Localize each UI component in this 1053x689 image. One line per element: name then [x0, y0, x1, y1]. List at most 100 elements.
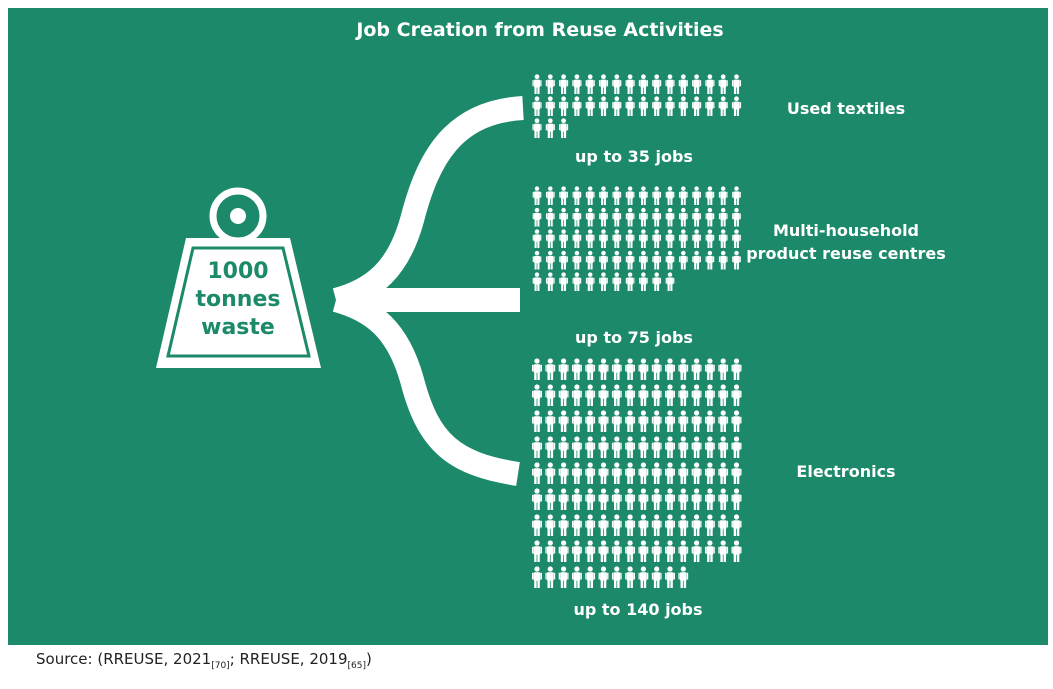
person-icon	[732, 229, 741, 248]
person-icon	[612, 207, 622, 227]
person-icon	[585, 186, 595, 205]
person-icon	[545, 118, 555, 138]
person-icon	[598, 436, 609, 458]
source-suffix: )	[366, 650, 372, 668]
person-icon	[665, 384, 675, 406]
person-icon	[532, 436, 542, 458]
person-icon	[545, 250, 555, 270]
person-icon	[652, 96, 662, 116]
person-icon	[718, 96, 728, 116]
person-icon	[532, 566, 542, 588]
person-icon	[705, 74, 715, 94]
person-icon	[585, 74, 595, 94]
person-icon	[585, 566, 596, 588]
person-icon	[625, 540, 636, 562]
person-icon	[545, 229, 555, 248]
person-icon	[638, 436, 649, 458]
person-icon	[665, 462, 675, 484]
person-icon	[625, 207, 635, 227]
source-middle: ; RREUSE, 2019	[229, 650, 348, 668]
person-icon	[532, 186, 542, 205]
person-icon	[611, 358, 622, 380]
person-icon	[598, 566, 609, 588]
person-icon	[585, 207, 595, 227]
person-icon	[625, 74, 635, 94]
person-icon	[732, 186, 741, 205]
person-icon	[718, 488, 729, 510]
person-icon	[558, 488, 569, 510]
person-icon	[532, 462, 542, 484]
person-icon	[612, 74, 622, 94]
person-icon	[559, 186, 568, 205]
person-icon	[532, 358, 542, 380]
person-icon	[545, 272, 555, 291]
person-icon	[558, 462, 569, 484]
person-icon	[731, 436, 742, 458]
electronics-jobs-grid	[532, 358, 742, 588]
person-icon	[691, 514, 702, 536]
person-icon	[652, 272, 662, 291]
person-icon	[639, 250, 648, 270]
person-icon	[545, 462, 556, 484]
person-icon	[704, 514, 715, 536]
person-icon	[559, 118, 569, 138]
person-icon	[691, 436, 702, 458]
person-icon	[718, 462, 729, 484]
person-icon	[692, 186, 701, 205]
person-icon	[665, 358, 675, 380]
person-icon	[639, 186, 648, 205]
person-icon	[611, 462, 622, 484]
textiles-count-label: up to 35 jobs	[575, 147, 693, 166]
person-icon	[572, 186, 582, 205]
person-icon	[638, 540, 649, 562]
person-icon	[704, 358, 715, 380]
person-icon	[731, 96, 742, 116]
person-icon	[678, 384, 689, 406]
person-icon	[545, 74, 555, 94]
person-icon	[651, 384, 662, 406]
person-icon	[651, 540, 662, 562]
weight-label-line3: waste	[201, 315, 275, 340]
person-icon	[652, 186, 662, 205]
person-icon	[678, 540, 689, 562]
person-icon	[704, 410, 715, 432]
person-icon	[652, 74, 662, 94]
person-icon	[705, 207, 715, 227]
person-icon	[571, 488, 582, 510]
person-icon	[638, 410, 649, 432]
person-icon	[705, 96, 715, 116]
person-icon	[611, 566, 622, 588]
person-icon	[532, 514, 542, 536]
person-icon	[571, 566, 582, 588]
person-icon	[638, 358, 649, 380]
person-icon	[545, 436, 556, 458]
infographic-panel: Job Creation from Reuse Activities 1000 …	[8, 8, 1048, 645]
person-icon	[665, 514, 675, 536]
source-ref-2: [65]	[347, 661, 367, 671]
person-icon	[559, 74, 569, 94]
person-icon	[625, 96, 635, 116]
person-icon	[731, 358, 742, 380]
person-icon	[625, 384, 636, 406]
person-icon	[611, 410, 622, 432]
person-icon	[559, 96, 569, 116]
person-icon	[532, 74, 542, 94]
person-icon	[572, 250, 582, 270]
person-icon	[571, 384, 582, 406]
person-icon	[585, 272, 595, 291]
person-icon	[665, 436, 675, 458]
person-icon	[545, 384, 556, 406]
person-icon	[678, 462, 689, 484]
person-icon	[651, 410, 662, 432]
person-icon	[731, 488, 742, 510]
person-icon	[651, 488, 662, 510]
person-icon	[705, 250, 715, 270]
person-icon	[559, 229, 568, 248]
person-icon	[532, 384, 542, 406]
person-icon	[598, 358, 609, 380]
person-icon	[691, 410, 702, 432]
person-icon	[638, 384, 649, 406]
person-icon	[532, 540, 542, 562]
person-icon	[532, 96, 542, 116]
person-icon	[625, 462, 636, 484]
